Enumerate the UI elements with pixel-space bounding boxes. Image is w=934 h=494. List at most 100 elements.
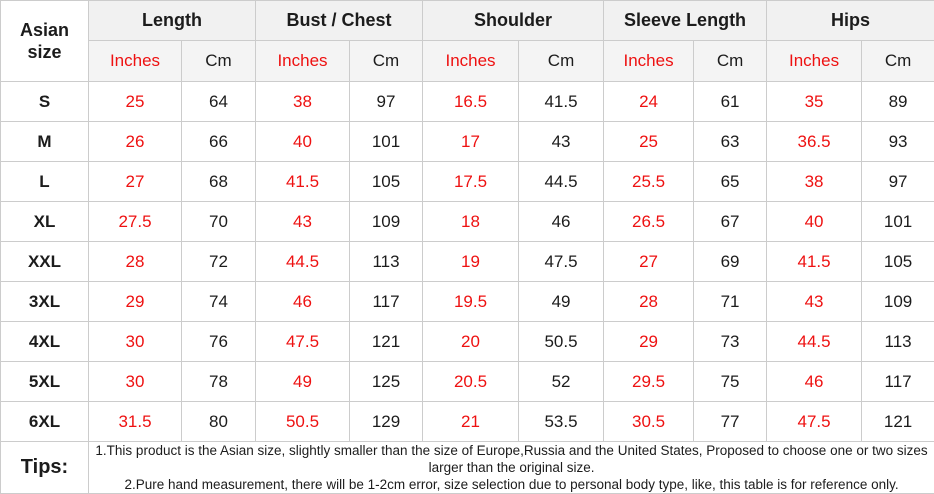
size-label: 3XL [1, 282, 89, 322]
unit-header-row: Inches Cm Inches Cm Inches Cm Inches Cm … [1, 41, 934, 82]
cell-hips-cm: 109 [862, 282, 934, 322]
size-label: L [1, 162, 89, 202]
unit-header-hips-cm: Cm [862, 41, 934, 82]
tips-line-1: 1.This product is the Asian size, slight… [89, 442, 934, 476]
table-row-6xl: 6XL 31.5 80 50.5 129 21 53.5 30.5 77 47.… [1, 402, 934, 442]
cell-length-inches: 31.5 [89, 402, 182, 442]
unit-header-sleeve-cm: Cm [694, 41, 767, 82]
size-label: 5XL [1, 362, 89, 402]
cell-sleeve-inches: 28 [604, 282, 694, 322]
cell-bust-inches: 49 [256, 362, 350, 402]
cell-length-cm: 76 [182, 322, 256, 362]
table-row-m: M 26 66 40 101 17 43 25 63 36.5 93 [1, 122, 934, 162]
group-header-shoulder: Shoulder [423, 1, 604, 41]
group-header-length: Length [89, 1, 256, 41]
size-label: S [1, 82, 89, 122]
cell-sleeve-cm: 63 [694, 122, 767, 162]
cell-hips-cm: 121 [862, 402, 934, 442]
cell-shoulder-inches: 21 [423, 402, 519, 442]
cell-hips-cm: 97 [862, 162, 934, 202]
cell-length-inches: 25 [89, 82, 182, 122]
cell-shoulder-cm: 41.5 [519, 82, 604, 122]
cell-length-inches: 30 [89, 362, 182, 402]
cell-bust-inches: 41.5 [256, 162, 350, 202]
cell-shoulder-cm: 49 [519, 282, 604, 322]
cell-hips-cm: 117 [862, 362, 934, 402]
cell-length-inches: 27.5 [89, 202, 182, 242]
size-label: XXL [1, 242, 89, 282]
cell-bust-cm: 105 [350, 162, 423, 202]
cell-hips-inches: 35 [767, 82, 862, 122]
cell-length-inches: 27 [89, 162, 182, 202]
cell-sleeve-inches: 29 [604, 322, 694, 362]
unit-header-shoulder-inches: Inches [423, 41, 519, 82]
cell-bust-inches: 46 [256, 282, 350, 322]
table-row-l: L 27 68 41.5 105 17.5 44.5 25.5 65 38 97 [1, 162, 934, 202]
unit-header-length-cm: Cm [182, 41, 256, 82]
unit-header-sleeve-inches: Inches [604, 41, 694, 82]
cell-bust-inches: 43 [256, 202, 350, 242]
cell-length-cm: 80 [182, 402, 256, 442]
tips-line-2: 2.Pure hand measurement, there will be 1… [89, 476, 934, 493]
cell-hips-cm: 101 [862, 202, 934, 242]
cell-length-inches: 28 [89, 242, 182, 282]
cell-hips-cm: 89 [862, 82, 934, 122]
cell-bust-cm: 129 [350, 402, 423, 442]
cell-shoulder-inches: 20.5 [423, 362, 519, 402]
group-header-sleeve-length: Sleeve Length [604, 1, 767, 41]
unit-header-hips-inches: Inches [767, 41, 862, 82]
cell-shoulder-cm: 43 [519, 122, 604, 162]
size-label: 6XL [1, 402, 89, 442]
size-label: M [1, 122, 89, 162]
unit-header-shoulder-cm: Cm [519, 41, 604, 82]
cell-shoulder-cm: 52 [519, 362, 604, 402]
tips-text: 1.This product is the Asian size, slight… [89, 442, 934, 494]
cell-bust-cm: 125 [350, 362, 423, 402]
cell-shoulder-inches: 17 [423, 122, 519, 162]
cell-bust-cm: 113 [350, 242, 423, 282]
cell-hips-inches: 44.5 [767, 322, 862, 362]
cell-bust-cm: 97 [350, 82, 423, 122]
cell-bust-inches: 38 [256, 82, 350, 122]
cell-shoulder-inches: 20 [423, 322, 519, 362]
cell-length-cm: 72 [182, 242, 256, 282]
cell-sleeve-cm: 65 [694, 162, 767, 202]
cell-sleeve-cm: 73 [694, 322, 767, 362]
cell-shoulder-inches: 17.5 [423, 162, 519, 202]
cell-sleeve-cm: 67 [694, 202, 767, 242]
cell-shoulder-cm: 44.5 [519, 162, 604, 202]
cell-sleeve-cm: 77 [694, 402, 767, 442]
table-row-xl: XL 27.5 70 43 109 18 46 26.5 67 40 101 [1, 202, 934, 242]
cell-shoulder-cm: 53.5 [519, 402, 604, 442]
cell-shoulder-inches: 19 [423, 242, 519, 282]
group-header-row: Asian size Length Bust / Chest Shoulder … [1, 1, 934, 41]
cell-bust-inches: 40 [256, 122, 350, 162]
cell-hips-inches: 36.5 [767, 122, 862, 162]
cell-length-cm: 78 [182, 362, 256, 402]
unit-header-bust-inches: Inches [256, 41, 350, 82]
table-row-4xl: 4XL 30 76 47.5 121 20 50.5 29 73 44.5 11… [1, 322, 934, 362]
table-row-3xl: 3XL 29 74 46 117 19.5 49 28 71 43 109 [1, 282, 934, 322]
cell-bust-inches: 44.5 [256, 242, 350, 282]
cell-sleeve-cm: 69 [694, 242, 767, 282]
cell-shoulder-cm: 47.5 [519, 242, 604, 282]
cell-shoulder-cm: 50.5 [519, 322, 604, 362]
cell-bust-inches: 47.5 [256, 322, 350, 362]
cell-sleeve-inches: 29.5 [604, 362, 694, 402]
cell-hips-cm: 113 [862, 322, 934, 362]
cell-hips-inches: 47.5 [767, 402, 862, 442]
cell-length-inches: 29 [89, 282, 182, 322]
cell-hips-inches: 46 [767, 362, 862, 402]
cell-length-cm: 68 [182, 162, 256, 202]
cell-bust-inches: 50.5 [256, 402, 350, 442]
cell-shoulder-inches: 16.5 [423, 82, 519, 122]
cell-bust-cm: 117 [350, 282, 423, 322]
cell-sleeve-inches: 30.5 [604, 402, 694, 442]
size-label: 4XL [1, 322, 89, 362]
cell-hips-inches: 43 [767, 282, 862, 322]
unit-header-bust-cm: Cm [350, 41, 423, 82]
cell-hips-inches: 41.5 [767, 242, 862, 282]
cell-length-cm: 66 [182, 122, 256, 162]
group-header-hips: Hips [767, 1, 934, 41]
